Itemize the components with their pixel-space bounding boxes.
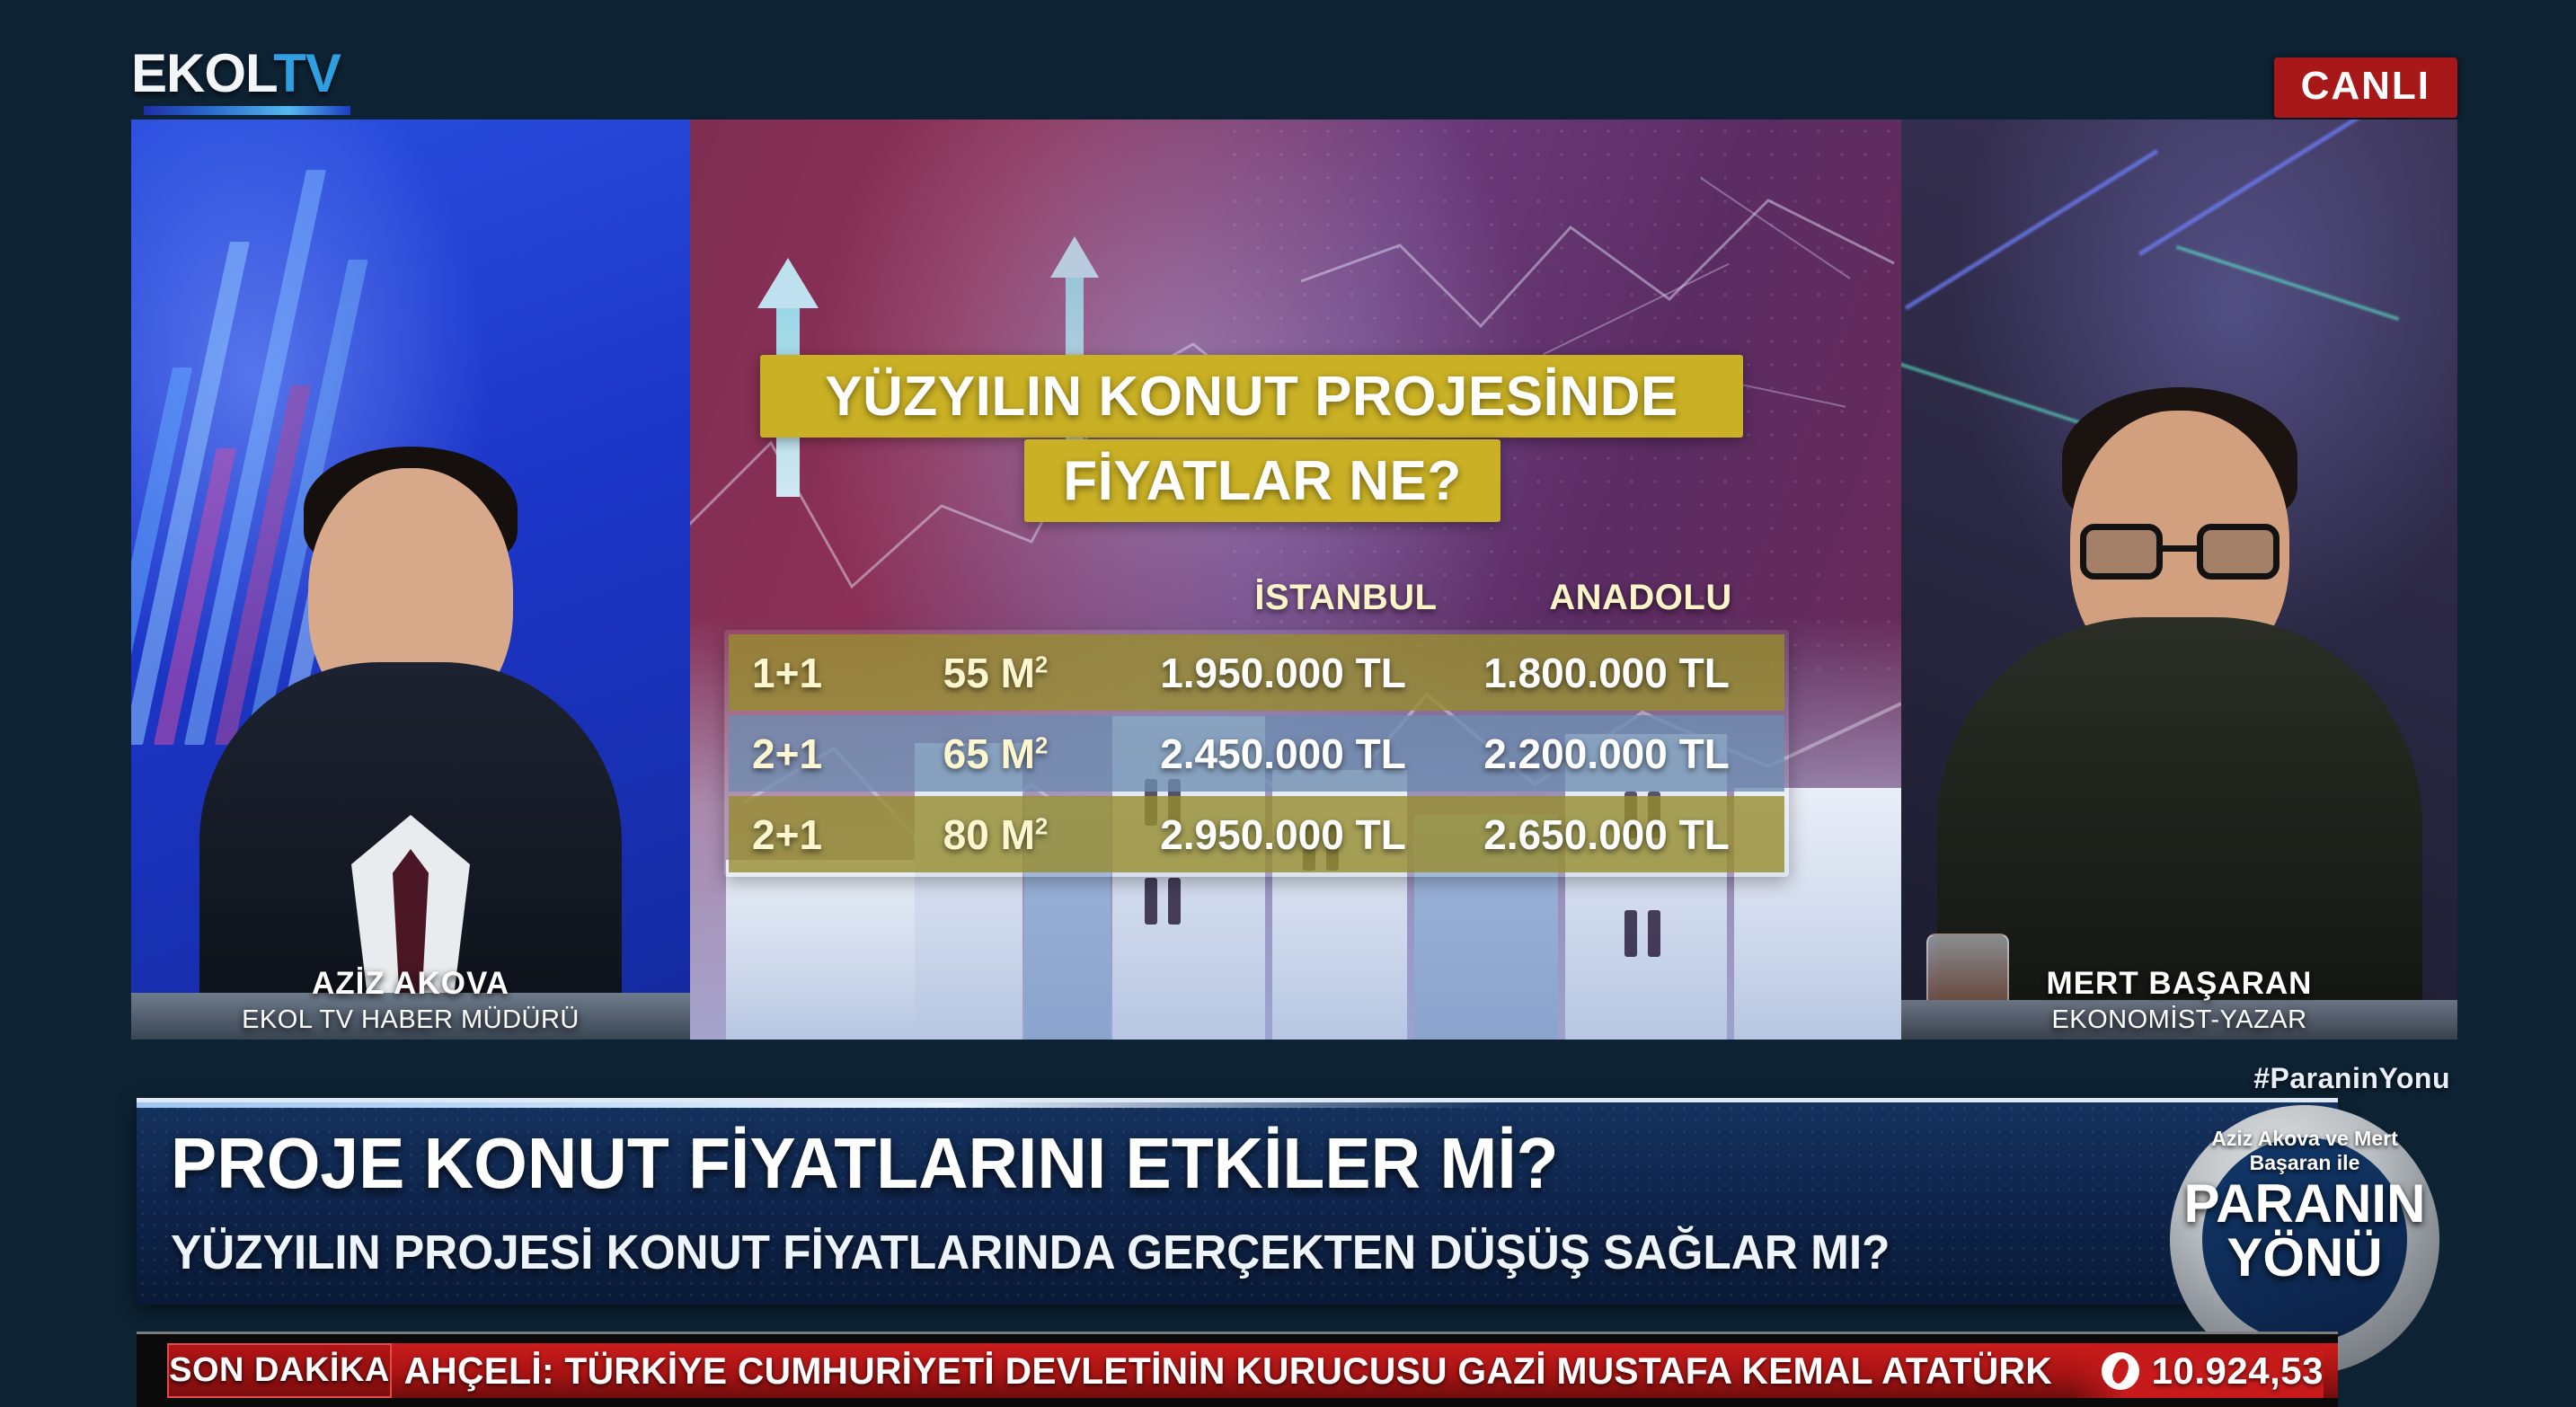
program-hashtag: #ParaninYonu: [2253, 1062, 2450, 1094]
cell-istanbul-price: 1.950.000 TL: [1160, 649, 1406, 696]
guest-left-super: AZİZ AKOVA EKOL TV HABER MÜDÜRÜ: [131, 966, 690, 1035]
program-title-line2: YÖNÜ: [2226, 1227, 2383, 1288]
table-row: 1+1 55 M2 1.950.000 TL 1.800.000 TL: [729, 634, 1784, 711]
lower-third-headline: PROJE KONUT FİYATLARINI ETKİLER Mİ?: [171, 1123, 1559, 1203]
cell-anadolu-price: 2.200.000 TL: [1483, 730, 1730, 777]
channel-logo-underline: [144, 106, 350, 115]
market-index-value: 10.924,53: [2151, 1349, 2324, 1392]
cell-area: 65 M2: [943, 730, 1049, 777]
price-table: 1+1 55 M2 1.950.000 TL 1.800.000 TL 2+1 …: [724, 630, 1789, 877]
market-index: 10.924,53: [2070, 1343, 2324, 1398]
guest-left-role: EKOL TV HABER MÜDÜRÜ: [242, 1005, 580, 1034]
program-logo-inner: [2202, 1137, 2407, 1342]
building: [726, 860, 924, 1040]
cell-unit-type: 2+1: [752, 730, 823, 777]
desk-left: [131, 993, 690, 1040]
cell-unit-type: 1+1: [752, 649, 823, 696]
tshirt: [1936, 617, 2422, 1040]
program-logo-bug: Aziz Akova ve Mert Başaran ile PARANIN Y…: [2170, 1105, 2439, 1375]
channel-logo: EKOLTV: [131, 47, 367, 115]
cell-anadolu-price: 1.800.000 TL: [1483, 649, 1730, 696]
cell-anadolu-price: 2.650.000 TL: [1483, 810, 1730, 858]
video-area: YÜZYILIN KONUT PROJESİNDE FİYATLAR NE? İ…: [131, 119, 2457, 1040]
program-presenters: Aziz Akova ve Mert Başaran ile: [2211, 1127, 2398, 1174]
ticker-text: AHÇELİ: TÜRKİYE CUMHURİYETİ DEVLETİNİN K…: [403, 1349, 2052, 1392]
live-badge: CANLI: [2273, 58, 2457, 118]
breaking-news-ticker: SON DAKİKA AHÇELİ: TÜRKİYE CUMHURİYETİ D…: [137, 1332, 2338, 1407]
camera-pane-right: [1901, 119, 2457, 1040]
cell-istanbul-price: 2.950.000 TL: [1160, 810, 1406, 858]
up-arrow-head: [1050, 236, 1099, 278]
desk-right: [1901, 1000, 2457, 1040]
guest-right-super: MERT BAŞARAN EKONOMİST-YAZAR: [1901, 966, 2457, 1035]
table-row: 2+1 80 M2 2.950.000 TL 2.650.000 TL: [729, 796, 1784, 872]
guest-left-figure: [199, 285, 622, 1040]
table-column-headers: İSTANBUL ANADOLU: [690, 578, 1901, 624]
cell-area: 55 M2: [943, 649, 1049, 696]
guest-right-role: EKONOMİST-YAZAR: [2051, 1005, 2307, 1034]
table-row: 2+1 65 M2 2.450.000 TL 2.200.000 TL: [729, 715, 1784, 792]
program-title-line1: PARANIN: [2183, 1173, 2426, 1234]
cell-area: 80 M2: [943, 810, 1049, 858]
column-header-istanbul: İSTANBUL: [1254, 578, 1438, 617]
eyeglasses-icon: [2079, 524, 2279, 580]
channel-logo-primary: EKOL: [131, 43, 274, 103]
lower-third-subheadline: YÜZYILIN PROJESİ KONUT FİYATLARINDA GERÇ…: [171, 1226, 1890, 1279]
camera-pane-left: [131, 119, 690, 1040]
column-header-anadolu: ANADOLU: [1549, 578, 1732, 617]
ticker-body: AHÇELİ: TÜRKİYE CUMHURİYETİ DEVLETİNİN K…: [392, 1343, 2338, 1398]
graphic-headline-line1: YÜZYILIN KONUT PROJESİNDE: [760, 355, 1743, 438]
cell-istanbul-price: 2.450.000 TL: [1160, 730, 1406, 777]
channel-logo-secondary: TV: [273, 43, 341, 103]
lower-third-highlight: [137, 1102, 1501, 1108]
breaking-news-badge: SON DAKİKA: [167, 1343, 392, 1398]
guest-right-name: MERT BAŞARAN: [2046, 966, 2313, 1001]
lower-third: PROJE KONUT FİYATLARINI ETKİLER Mİ? YÜZY…: [137, 1098, 2338, 1305]
up-arrow-head: [757, 258, 819, 308]
graphic-headline-line2: FİYATLAR NE?: [1024, 439, 1500, 522]
graphic-pane: YÜZYILIN KONUT PROJESİNDE FİYATLAR NE? İ…: [690, 119, 1901, 1040]
cell-unit-type: 2+1: [752, 810, 823, 858]
bist-icon: [2101, 1351, 2139, 1390]
building: [915, 743, 1022, 1040]
guest-left-name: AZİZ AKOVA: [312, 966, 509, 1001]
